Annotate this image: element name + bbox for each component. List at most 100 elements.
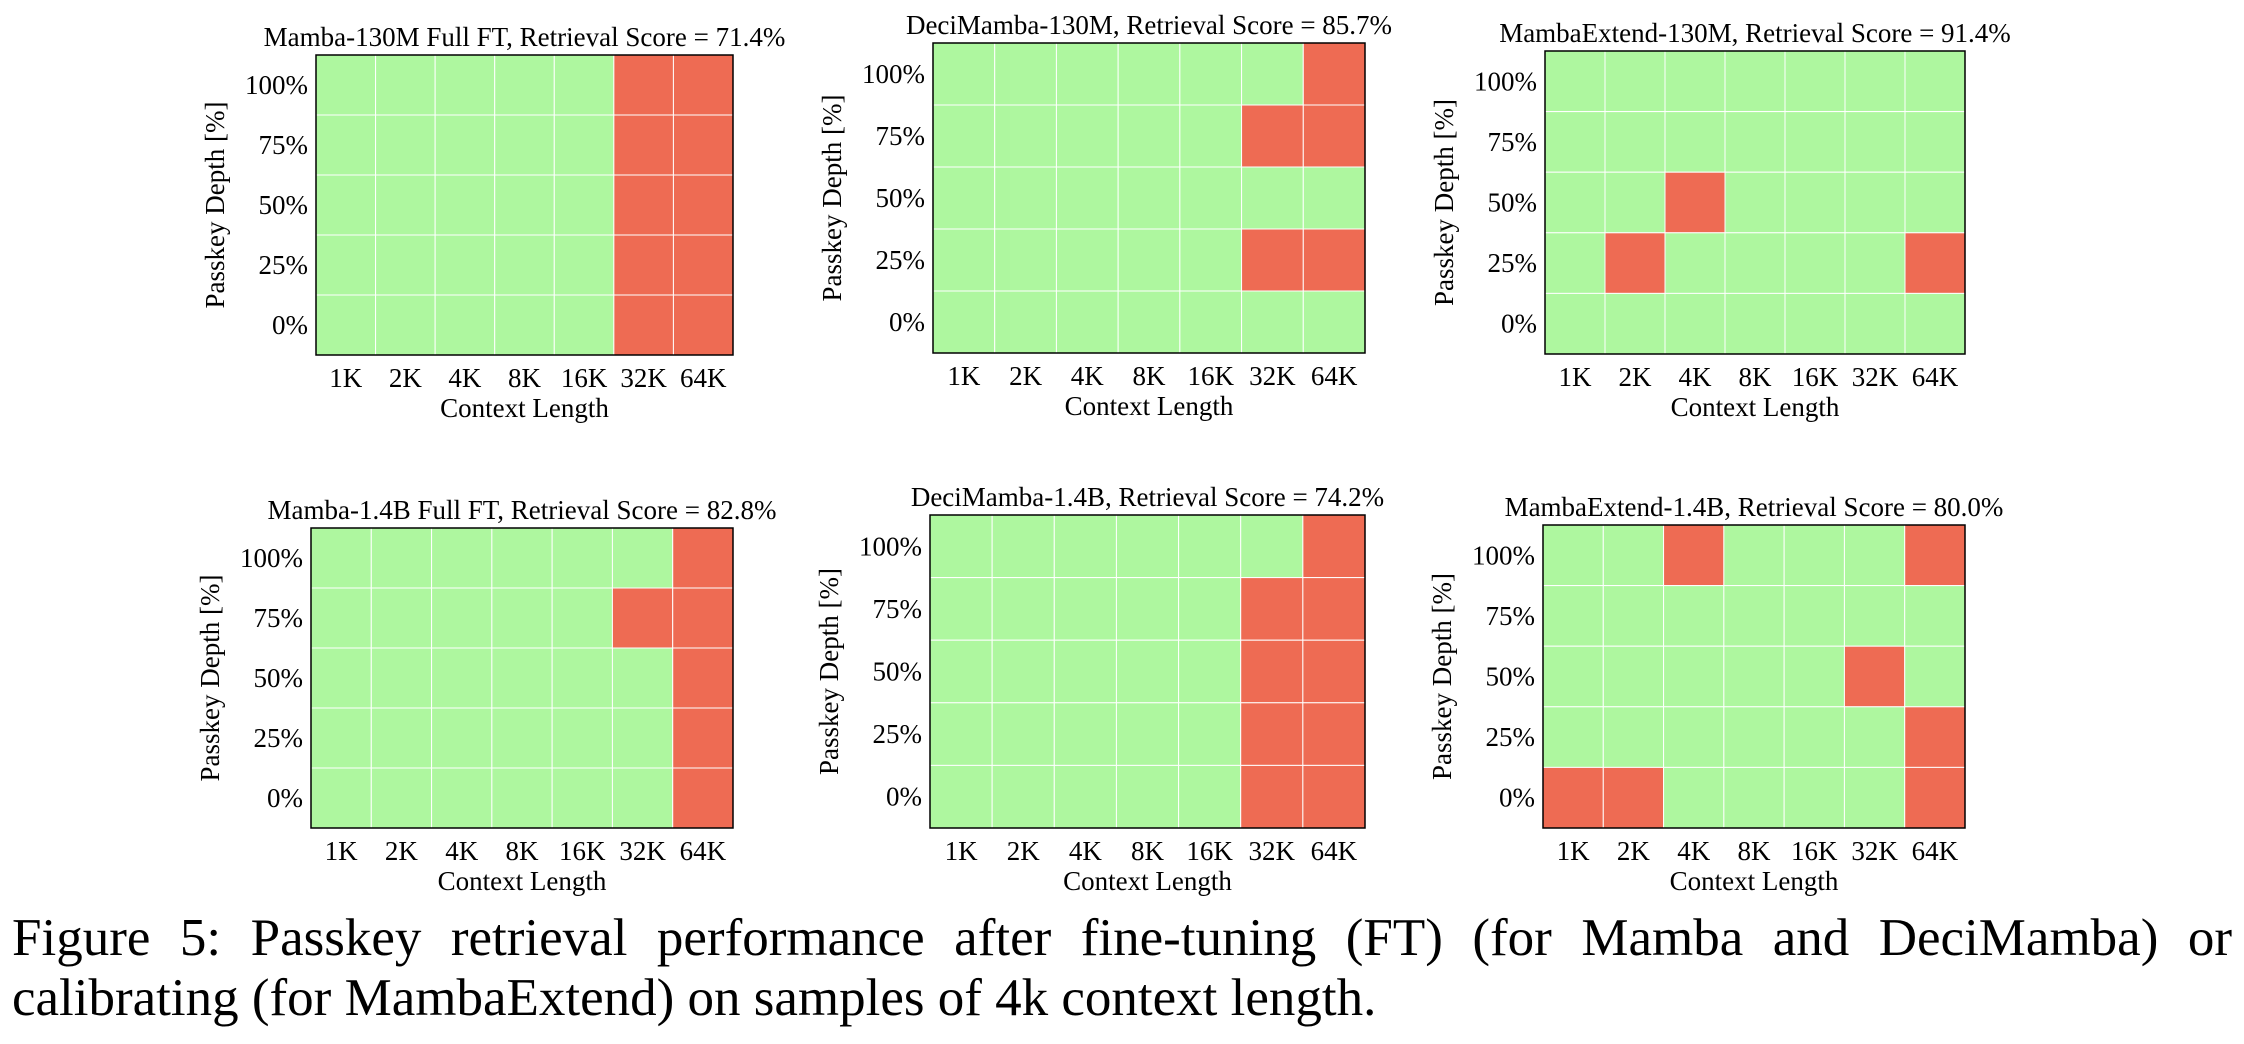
x-tick-label: 64K [1912,362,1959,392]
heatmap-cell-pass [991,639,1055,704]
y-tick-label: 75% [876,121,926,151]
heatmap-cell-fail [1241,104,1304,168]
heatmap-cell-pass [491,527,553,589]
heatmap-cell-pass [611,647,674,709]
heatmap-cell-pass [1723,766,1785,829]
heatmap-cell-pass [1604,111,1666,173]
heatmap-cell-pass [1542,706,1604,768]
x-tick-label: 32K [1851,836,1898,866]
y-tick-label: 100% [245,70,308,100]
heatmap-cell-fail [1542,766,1604,829]
heatmap-cell-fail [613,294,674,356]
x-tick-label: 2K [1619,362,1653,392]
y-tick-label: 25% [259,250,309,280]
heatmap-cell-pass [553,54,615,116]
x-tick-label: 64K [680,363,727,393]
heatmap-cell-pass [431,707,493,769]
heatmap-cell-pass [1178,702,1242,766]
heatmap-panel-1: Mamba-130M Full FT, Retrieval Score = 71… [200,22,785,423]
heatmap-cell-pass [1179,166,1243,230]
x-tick-label: 4K [445,836,479,866]
heatmap-cell-fail [1240,764,1304,829]
x-tick-label: 16K [1187,361,1234,391]
heatmap-cell-pass [1904,645,1966,708]
x-tick-label: 64K [1311,361,1358,391]
x-tick-label: 32K [1249,361,1296,391]
plot-frame [1542,524,1966,829]
y-tick-label: 100% [862,59,925,89]
heatmap-cell-pass [1783,645,1845,708]
heatmap-cell-pass [551,767,613,829]
heatmap-cell-pass [1544,292,1606,355]
x-tick-label: 8K [1131,836,1165,866]
heatmap-cell-fail [613,234,674,296]
heatmap-panel-3: MambaExtend-130M, Retrieval Score = 91.4… [1429,18,2011,422]
x-tick-label: 8K [1738,836,1772,866]
heatmap-cell-fail [1240,577,1304,641]
heatmap-cell-pass [1844,50,1906,113]
heatmap-cell-fail [1302,577,1366,641]
y-axis-label: Passkey Depth [%] [195,575,225,782]
x-tick-label: 64K [1311,836,1358,866]
heatmap-cell-fail [672,527,734,589]
heatmap-cell-pass [1179,290,1243,354]
heatmap-cell-pass [1115,702,1180,766]
heatmap-cell-pass [1115,577,1180,641]
heatmap-cell-fail [613,174,674,236]
heatmap-cell-pass [551,647,613,709]
x-tick-label: 16K [1791,836,1838,866]
x-tick-label: 32K [1852,362,1899,392]
heatmap-cell-pass [932,228,996,292]
heatmap-cell-pass [929,577,993,641]
heatmap-cell-pass [551,587,613,649]
heatmap-cell-pass [994,290,1057,354]
heatmap-cell-pass [1055,166,1119,230]
y-tick-label: 50% [1486,662,1536,692]
heatmap-cell-pass [1783,706,1845,768]
x-tick-label: 16K [1792,362,1839,392]
x-axis-label: Context Length [440,393,609,423]
heatmap-cell-pass [994,228,1057,292]
heatmap-cell-pass [1784,232,1846,294]
x-tick-label: 32K [619,836,666,866]
heatmap-cell-fail [672,707,734,769]
heatmap-cell-fail [672,587,734,649]
heatmap-cell-pass [1843,585,1906,647]
heatmap-cell-pass [310,647,372,709]
y-tick-label: 50% [1488,188,1538,218]
y-tick-label: 0% [1501,309,1537,339]
heatmap-cell-pass [1178,514,1242,579]
x-axis-label: Context Length [1670,866,1839,896]
heatmap-cell-pass [370,647,433,709]
heatmap-cell-fail [613,114,674,176]
heatmap-cell-pass [375,174,436,236]
heatmap-cell-pass [1115,639,1180,704]
heatmap-figure: Mamba-130M Full FT, Retrieval Score = 71… [195,10,2011,896]
heatmap-cell-pass [1178,764,1242,829]
heatmap-cell-pass [1724,171,1786,234]
heatmap-cell-pass [494,294,555,356]
panel-title: Mamba-130M Full FT, Retrieval Score = 71… [264,22,786,52]
y-tick-label: 50% [876,183,926,213]
panel-title: MambaExtend-1.4B, Retrieval Score = 80.0… [1505,492,2004,522]
heatmap-cell-pass [310,587,372,649]
heatmap-cell-pass [1904,171,1966,234]
panel-title: DeciMamba-130M, Retrieval Score = 85.7% [906,10,1392,40]
x-tick-label: 4K [1071,361,1105,391]
heatmap-cell-pass [1117,166,1181,230]
heatmap-cell-pass [370,587,433,649]
heatmap-cell-pass [553,174,615,236]
heatmap-panel-2: DeciMamba-130M, Retrieval Score = 85.7% 1… [817,10,1392,421]
x-tick-label: 4K [448,363,482,393]
heatmap-cell-pass [994,166,1057,230]
heatmap-cell-fail [1602,766,1665,829]
heatmap-cell-pass [431,767,493,829]
heatmap-cell-pass [1843,766,1906,829]
heatmap-cell-pass [1724,50,1786,113]
heatmap-cell-pass [1053,577,1117,641]
heatmap-cell-pass [1784,50,1846,113]
y-tick-label: 25% [1488,248,1538,278]
heatmap-cell-pass [1904,292,1966,355]
heatmap-cell-pass [1844,292,1906,355]
y-axis-label: Passkey Depth [%] [814,568,844,775]
